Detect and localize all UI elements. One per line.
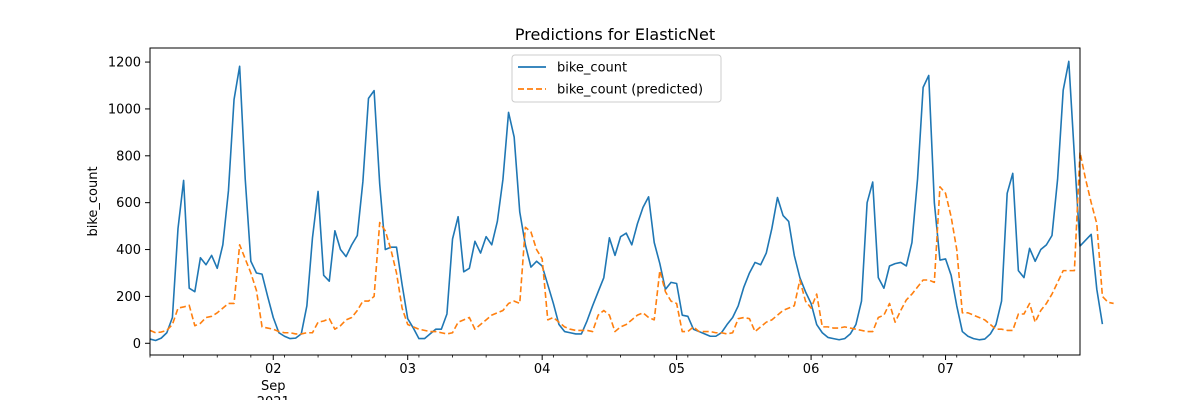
plot-frame [149, 47, 1081, 356]
y-tick-label: 0 [133, 337, 141, 352]
y-axis-title: bike_count [86, 166, 101, 236]
legend: bike_count bike_count (predicted) [511, 54, 722, 103]
x-tick-sublabel-year: 2021 [257, 395, 290, 400]
y-tick-label: 400 [116, 243, 141, 258]
x-tick-label: 03 [399, 362, 416, 377]
legend-box [511, 54, 722, 103]
y-tick-label: 200 [116, 290, 141, 305]
series-line-actual [149, 60, 1104, 342]
series-layer [149, 60, 1114, 342]
legend-entry-label: bike_count (predicted) [557, 83, 703, 98]
legend-entry-label: bike_count [557, 61, 627, 76]
y-axis: 0 200 400 600 800 1000 1200 [108, 56, 150, 352]
y-tick-label: 1000 [108, 102, 141, 117]
y-tick-label: 800 [116, 149, 141, 164]
x-tick-label: 06 [803, 362, 820, 377]
y-tick-label: 600 [116, 196, 141, 211]
x-tick-label: 07 [937, 362, 954, 377]
x-axis: 02 Sep2021 03 04 05 06 07 [149, 355, 1058, 400]
x-tick-label: 04 [534, 362, 551, 377]
series-line-predicted [149, 151, 1114, 335]
chart-title: Predictions for ElasticNet [515, 25, 715, 44]
y-tick-label: 1200 [108, 56, 141, 71]
x-tick-sublabel: Sep [261, 379, 286, 394]
x-tick-label: 02 [265, 362, 282, 377]
x-tick-label: 05 [668, 362, 685, 377]
